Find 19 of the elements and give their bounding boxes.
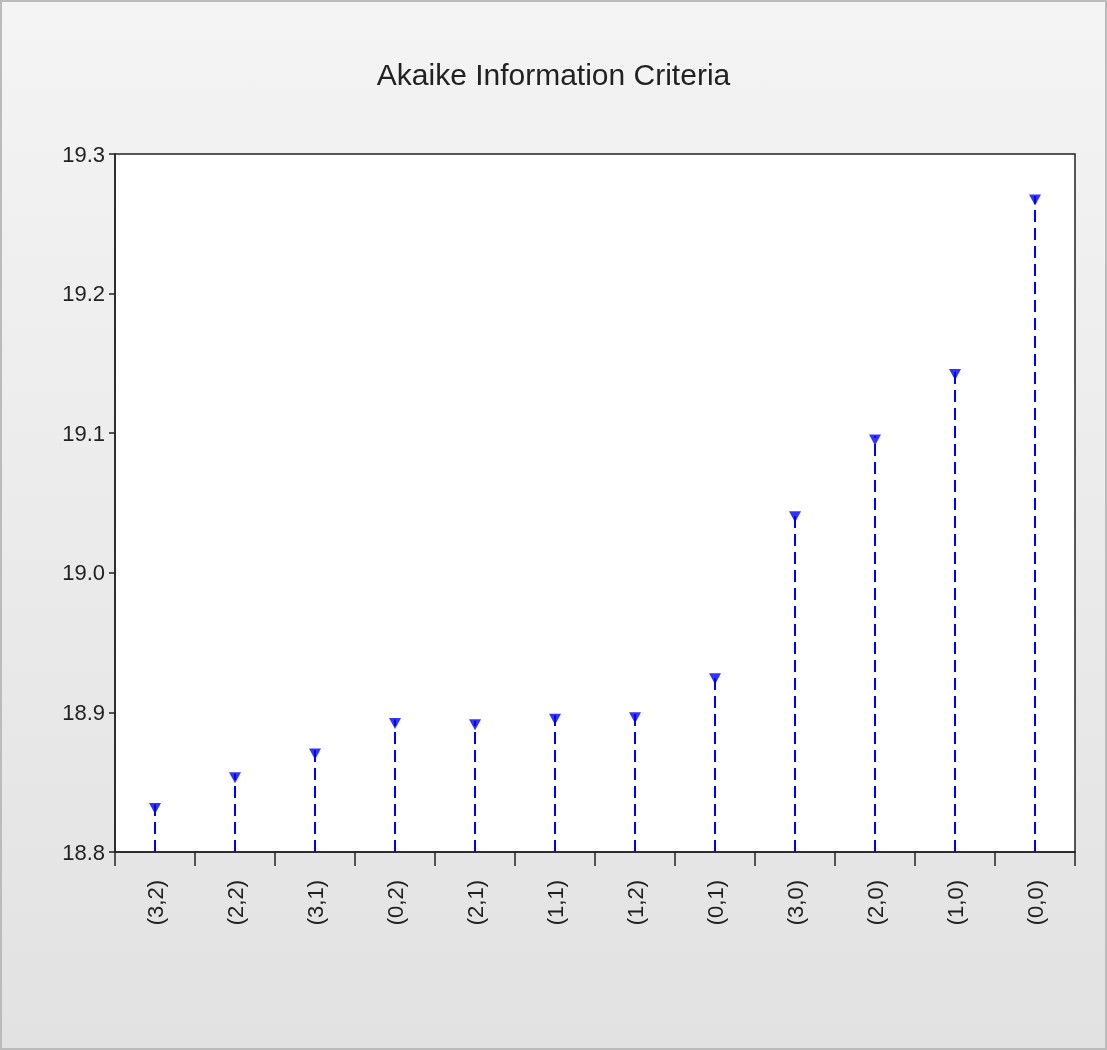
x-tick-label: (1,1) <box>542 880 568 926</box>
x-tick-label: (0,2) <box>382 880 408 926</box>
y-tick-label: 19.1 <box>62 420 105 446</box>
x-tick-label: (1,0) <box>942 880 968 926</box>
x-tick-label: (1,2) <box>622 880 648 926</box>
y-tick-label: 18.9 <box>62 699 105 725</box>
x-tick-label: (2,2) <box>222 880 248 926</box>
x-tick-label: (2,1) <box>462 880 488 926</box>
y-tick-label: 19.3 <box>62 141 105 167</box>
y-tick-label: 19.2 <box>62 281 105 307</box>
chart-title: Akaike Information Criteria <box>376 57 731 91</box>
x-tick-label: (3,1) <box>302 880 328 926</box>
x-tick-label: (3,2) <box>142 880 168 926</box>
y-tick-label: 18.8 <box>62 839 105 865</box>
x-tick-label: (3,0) <box>782 880 808 926</box>
y-tick-label: 19.0 <box>62 560 105 586</box>
x-tick-label: (0,0) <box>1022 880 1048 926</box>
x-tick-label: (2,0) <box>862 880 888 926</box>
x-tick-label: (0,1) <box>702 880 728 926</box>
